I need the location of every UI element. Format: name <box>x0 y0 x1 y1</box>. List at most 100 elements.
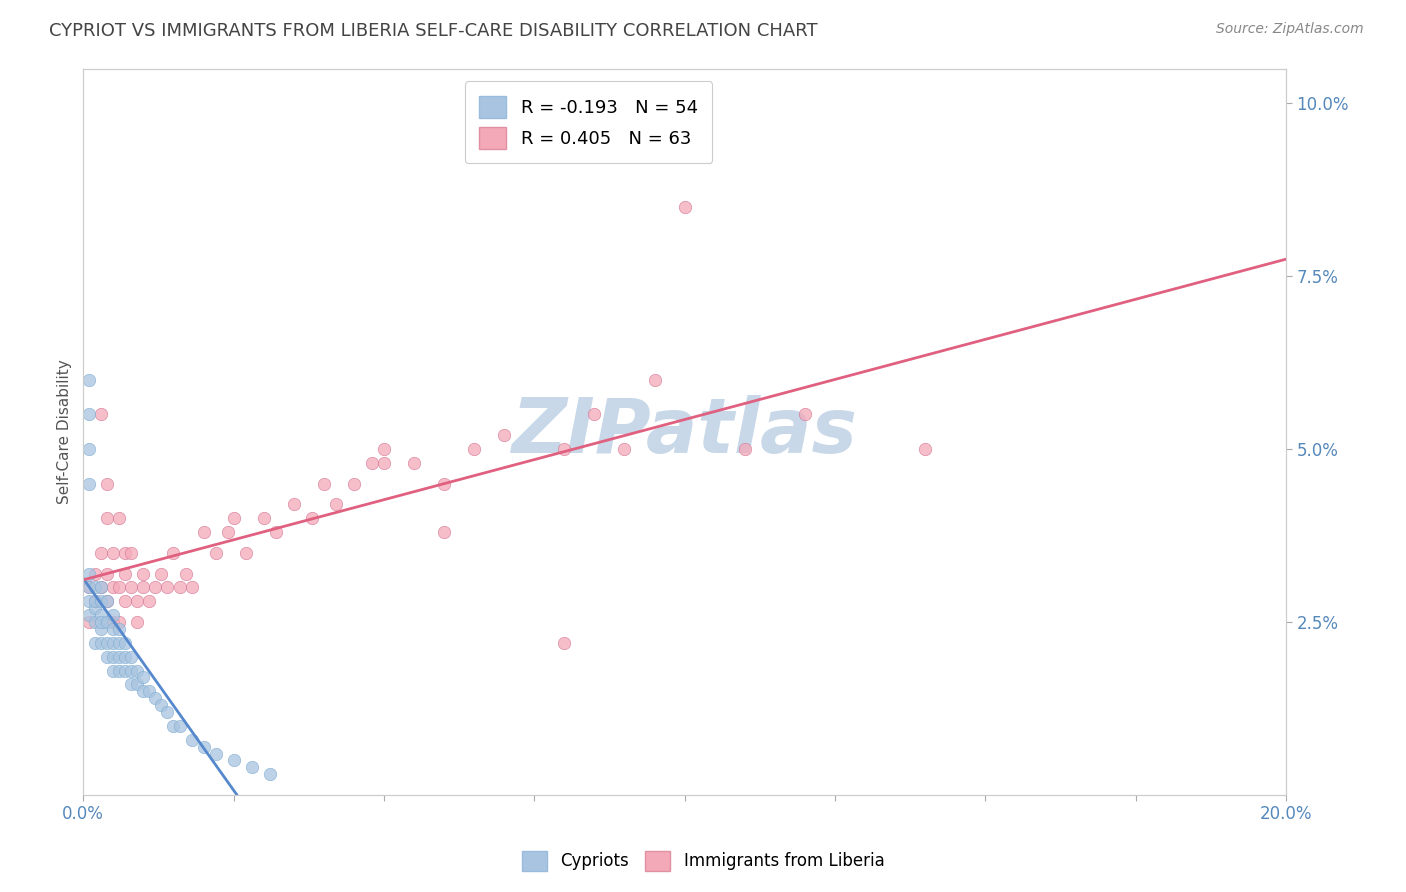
Point <box>84 594 107 608</box>
Point <box>79 566 101 581</box>
Point <box>127 594 149 608</box>
Point <box>138 684 160 698</box>
Point <box>120 677 142 691</box>
Point <box>169 719 191 733</box>
Point <box>235 546 257 560</box>
Point <box>193 739 215 754</box>
Point <box>96 636 118 650</box>
Point <box>150 698 173 712</box>
Point <box>402 456 425 470</box>
Point <box>90 581 112 595</box>
Point <box>96 511 118 525</box>
Point <box>79 615 101 629</box>
Point <box>84 581 107 595</box>
Text: CYPRIOT VS IMMIGRANTS FROM LIBERIA SELF-CARE DISABILITY CORRELATION CHART: CYPRIOT VS IMMIGRANTS FROM LIBERIA SELF-… <box>49 22 818 40</box>
Point <box>114 664 136 678</box>
Point <box>96 594 118 608</box>
Point <box>361 456 384 470</box>
Point <box>734 442 756 456</box>
Point <box>264 525 287 540</box>
Point <box>108 649 131 664</box>
Point <box>312 476 335 491</box>
Point <box>108 636 131 650</box>
Point <box>108 622 131 636</box>
Point <box>217 525 239 540</box>
Point <box>114 546 136 560</box>
Point <box>103 581 125 595</box>
Point <box>79 581 101 595</box>
Text: Source: ZipAtlas.com: Source: ZipAtlas.com <box>1216 22 1364 37</box>
Point <box>145 691 167 706</box>
Point <box>90 608 112 623</box>
Point <box>433 476 456 491</box>
Point <box>96 649 118 664</box>
Point <box>914 442 936 456</box>
Legend: R = -0.193   N = 54, R = 0.405   N = 63: R = -0.193 N = 54, R = 0.405 N = 63 <box>464 81 713 163</box>
Point <box>583 408 606 422</box>
Point <box>103 546 125 560</box>
Point <box>463 442 485 456</box>
Point <box>79 581 101 595</box>
Point <box>240 760 263 774</box>
Point <box>793 408 815 422</box>
Point <box>90 615 112 629</box>
Point <box>90 408 112 422</box>
Point <box>259 767 281 781</box>
Point <box>180 732 202 747</box>
Point <box>114 649 136 664</box>
Point <box>108 615 131 629</box>
Point <box>169 581 191 595</box>
Point <box>132 581 155 595</box>
Point <box>174 566 197 581</box>
Point <box>132 566 155 581</box>
Point <box>103 608 125 623</box>
Point <box>120 664 142 678</box>
Point <box>84 566 107 581</box>
Point <box>103 649 125 664</box>
Point <box>613 442 636 456</box>
Point <box>90 594 112 608</box>
Point <box>373 456 395 470</box>
Point <box>108 664 131 678</box>
Point <box>120 546 142 560</box>
Point <box>644 373 666 387</box>
Point <box>90 636 112 650</box>
Point <box>132 670 155 684</box>
Point <box>120 581 142 595</box>
Point <box>114 636 136 650</box>
Point <box>180 581 202 595</box>
Point <box>156 705 179 719</box>
Point <box>162 719 184 733</box>
Legend: Cypriots, Immigrants from Liberia: Cypriots, Immigrants from Liberia <box>513 842 893 880</box>
Point <box>127 677 149 691</box>
Point <box>103 615 125 629</box>
Point <box>96 566 118 581</box>
Point <box>553 636 575 650</box>
Point <box>90 546 112 560</box>
Point <box>222 511 245 525</box>
Point <box>108 511 131 525</box>
Point <box>84 594 107 608</box>
Point <box>127 664 149 678</box>
Point <box>253 511 276 525</box>
Point <box>108 581 131 595</box>
Point <box>127 615 149 629</box>
Point <box>114 594 136 608</box>
Point <box>433 525 456 540</box>
Point <box>84 601 107 615</box>
Point <box>79 442 101 456</box>
Point <box>138 594 160 608</box>
Point <box>145 581 167 595</box>
Point <box>156 581 179 595</box>
Point <box>162 546 184 560</box>
Point <box>553 442 575 456</box>
Point <box>301 511 323 525</box>
Point <box>103 622 125 636</box>
Point <box>204 747 226 761</box>
Point <box>103 664 125 678</box>
Point <box>79 608 101 623</box>
Point <box>373 442 395 456</box>
Point <box>79 594 101 608</box>
Point <box>96 476 118 491</box>
Y-axis label: Self-Care Disability: Self-Care Disability <box>58 359 72 504</box>
